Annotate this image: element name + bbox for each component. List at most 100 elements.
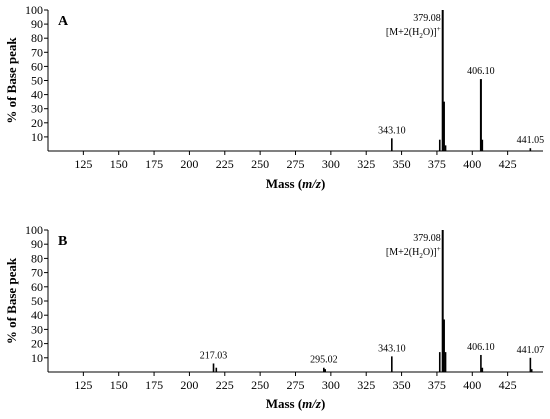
- ion-formula-label: [M+2(H2O)]+: [386, 245, 441, 260]
- x-tick-label: 150: [110, 378, 128, 392]
- x-axis-label: Mass (m/z): [266, 176, 326, 191]
- peak-mz-label: 441.05: [517, 135, 545, 146]
- y-tick-label: 100: [25, 3, 43, 17]
- x-tick-label: 425: [499, 157, 517, 171]
- peak-bar: [438, 352, 441, 372]
- ion-superscript: +: [437, 25, 441, 33]
- peak-bar: [391, 138, 393, 151]
- peak-bar: [324, 369, 326, 372]
- peak-mz-label: 343.10: [378, 125, 406, 136]
- peak-bar: [215, 367, 218, 372]
- panel-label: A: [58, 14, 69, 29]
- x-tick-label: 325: [357, 157, 375, 171]
- peak-mz-label: 406.10: [467, 66, 495, 77]
- y-tick-label: 70: [31, 266, 43, 280]
- peak-mz-label: 406.10: [467, 342, 495, 353]
- y-tick-label: 100: [25, 223, 43, 237]
- y-tick-label: 20: [31, 337, 43, 351]
- x-tick-label: 150: [110, 157, 128, 171]
- x-tick-label: 275: [287, 157, 305, 171]
- x-axis-label-unit: m/z: [302, 396, 322, 411]
- x-tick-label: 175: [145, 157, 163, 171]
- y-tick-label: 30: [31, 322, 43, 336]
- y-tick-label: 60: [31, 280, 43, 294]
- x-tick-label: 125: [74, 157, 92, 171]
- y-tick-label: 80: [31, 251, 43, 265]
- x-tick-label: 200: [180, 378, 198, 392]
- y-tick-label: 10: [31, 351, 43, 365]
- x-axis-label-unit: m/z: [302, 176, 322, 191]
- x-tick-label: 225: [216, 378, 234, 392]
- y-tick-label: 60: [31, 59, 43, 73]
- base-peak-mz-label: 379.08: [413, 233, 441, 244]
- x-tick-label: 300: [322, 378, 340, 392]
- ion-prefix: [M+2(H: [386, 27, 419, 38]
- y-tick-label: 50: [31, 294, 43, 308]
- x-tick-label: 350: [393, 157, 411, 171]
- x-tick-label: 325: [357, 378, 375, 392]
- x-tick-label: 375: [428, 157, 446, 171]
- x-tick-label: 300: [322, 157, 340, 171]
- peak-bar: [479, 79, 482, 151]
- panel-label: B: [58, 234, 67, 249]
- peak-bar: [481, 367, 484, 372]
- x-tick-label: 125: [74, 378, 92, 392]
- x-tick-label: 175: [145, 378, 163, 392]
- peak-mz-label: 295.02: [310, 355, 338, 366]
- peak-bar: [529, 148, 532, 151]
- x-tick-label: 225: [216, 157, 234, 171]
- peak-bar: [441, 230, 444, 372]
- peak-bar: [443, 101, 445, 151]
- x-tick-label: 250: [251, 157, 269, 171]
- y-tick-label: 90: [31, 237, 43, 251]
- ion-prefix: [M+2(H: [386, 247, 419, 258]
- y-tick-label: 80: [31, 31, 43, 45]
- x-axis-label: Mass (m/z): [266, 396, 326, 411]
- ion-mid: O)]: [423, 247, 437, 258]
- x-tick-label: 400: [463, 157, 481, 171]
- y-tick-label: 90: [31, 17, 43, 31]
- x-tick-label: 350: [393, 378, 411, 392]
- y-axis-label: % of Base peak: [4, 257, 19, 344]
- peak-bar: [323, 367, 325, 372]
- x-axis-label-close: ): [321, 176, 325, 191]
- ion-formula-label: [M+2(H2O)]+: [386, 25, 441, 40]
- peak-bar: [480, 354, 482, 372]
- y-tick-label: 30: [31, 102, 43, 116]
- y-tick-label: 40: [31, 88, 43, 102]
- x-tick-label: 400: [463, 378, 481, 392]
- y-tick-label: 40: [31, 308, 43, 322]
- y-tick-label: 70: [31, 45, 43, 59]
- x-tick-label: 425: [499, 378, 517, 392]
- y-tick-label: 20: [31, 116, 43, 130]
- ion-subscript: 2: [419, 252, 423, 260]
- peak-bar: [212, 363, 215, 372]
- ion-mid: O)]: [423, 27, 437, 38]
- x-tick-label: 275: [287, 378, 305, 392]
- peak-bar: [444, 352, 447, 372]
- x-tick-label: 250: [251, 378, 269, 392]
- peak-bar: [438, 139, 441, 151]
- peak-bar: [443, 319, 445, 372]
- y-tick-label: 10: [31, 130, 43, 144]
- x-tick-label: 200: [180, 157, 198, 171]
- x-axis-label-close: ): [321, 396, 325, 411]
- y-axis-label: % of Base peak: [4, 37, 19, 124]
- x-axis-label-text: Mass (: [266, 176, 302, 191]
- peak-bar: [529, 357, 532, 372]
- peak-bar: [441, 10, 444, 151]
- peak-mz-label: 217.03: [200, 350, 228, 361]
- x-axis-label-text: Mass (: [266, 396, 302, 411]
- peak-mz-label: 441.07: [517, 345, 545, 356]
- ion-superscript: +: [437, 245, 441, 253]
- peak-bar: [481, 139, 484, 151]
- peak-bar: [530, 369, 533, 372]
- base-peak-mz-label: 379.08: [413, 13, 441, 24]
- peak-mz-label: 343.10: [378, 343, 406, 354]
- y-tick-label: 50: [31, 74, 43, 88]
- ion-subscript: 2: [419, 32, 423, 40]
- x-tick-label: 375: [428, 378, 446, 392]
